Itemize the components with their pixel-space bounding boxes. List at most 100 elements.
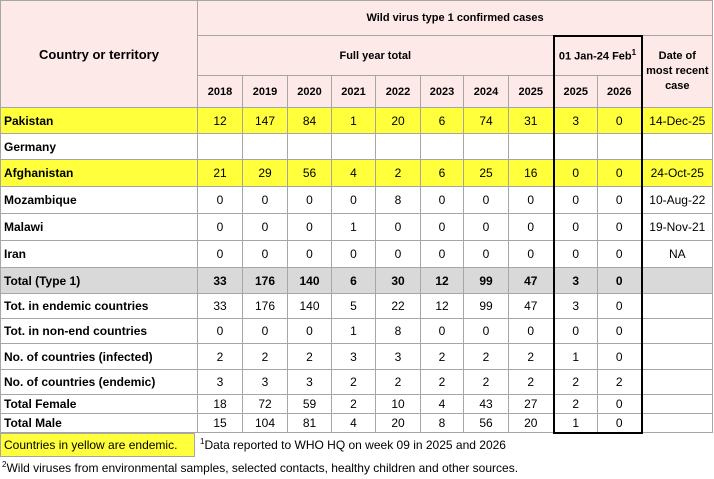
value-cell: 0 [463,318,509,344]
value-cell: 72 [242,394,288,414]
value-cell: 147 [242,107,288,134]
value-cell: 12 [420,267,464,294]
value-cell: 0 [375,240,421,268]
year-cell: 2018 [197,75,243,108]
date-cell: 14-Dec-25 [640,107,714,134]
value-cell: 8 [420,413,464,433]
value-cell: 8 [375,186,421,214]
value-cell: 10 [375,394,421,414]
footnote-text: Data reported to WHO HQ on week 09 in 20… [204,438,506,452]
header-row: Country or territory Wild virus type 1 co… [0,0,714,108]
footnote-2: 2Wild viruses from environmental samples… [2,460,518,475]
table-row: Total (Type 1) 33 176 140 6 30 12 99 47 3 0 [0,267,714,294]
value-cell: 29 [242,159,288,187]
value-cell: 0 [287,213,332,241]
value-cell: 0 [597,413,643,434]
value-cell: 1 [331,318,376,344]
value-cell: 0 [508,186,554,214]
value-cell: 2 [597,369,643,395]
value-cell [197,133,243,160]
value-cell: 0 [420,186,464,214]
value-cell: 56 [287,159,332,187]
value-cell: 99 [463,267,509,294]
value-cell: 3 [197,369,243,395]
row-name: No. of countries (infected) [0,343,198,370]
value-cell: 0 [597,186,643,214]
value-cell: 3 [242,369,288,395]
value-cell: 0 [331,240,376,268]
header-cell: 01 Jan-24 Feb1 [552,34,643,76]
value-cell: 3 [552,267,598,294]
value-cell: 2 [331,369,376,395]
value-cell: 2 [375,159,421,187]
date-cell [640,413,714,433]
value-cell: 140 [287,267,332,294]
value-cell: 4 [331,159,376,187]
value-cell: 31 [508,107,554,134]
value-cell: 0 [508,318,554,344]
value-cell: 2 [331,394,376,414]
value-cell: 59 [287,394,332,414]
value-cell: 0 [420,318,464,344]
value-cell [375,133,421,160]
value-cell: 2 [463,369,509,395]
table-row: No. of countries (infected) 2 2 2 3 3 2 2 2 1 0 [0,343,714,370]
value-cell: 0 [597,240,643,268]
value-cell: 0 [597,293,643,319]
value-cell: 0 [597,267,643,294]
value-cell: 12 [420,293,464,319]
value-cell: 0 [597,213,643,241]
value-cell: 0 [508,240,554,268]
value-cell: 8 [375,318,421,344]
footnote-marker: 2 [2,460,7,469]
cases-table: Country or territory Wild virus type 1 co… [0,0,714,434]
date-cell [640,343,714,370]
row-name: Tot. in endemic countries [0,293,198,319]
row-name: Total Female [0,394,198,414]
value-cell [508,133,554,160]
year-cell: 2020 [287,75,332,108]
value-cell: 1 [331,213,376,241]
value-cell: 1 [552,343,598,370]
year-cell: 2025 [552,75,598,108]
date-cell [640,133,714,160]
value-cell: 2 [552,369,598,395]
row-name: Iran [0,240,198,268]
row-name: Total (Type 1) [0,267,198,294]
value-cell: 30 [375,267,421,294]
value-cell: 0 [197,186,243,214]
row-name: Pakistan [0,107,198,134]
value-cell: 74 [463,107,509,134]
table-row: Pakistan 12 147 84 1 20 6 74 31 3 0 14-Dec-25 [0,107,714,134]
value-cell: 2 [375,369,421,395]
legend: Countries in yellow are endemic. [0,433,195,457]
value-cell: 99 [463,293,509,319]
year-cell: 2024 [463,75,509,108]
value-cell: 2 [420,369,464,395]
value-cell: 2 [508,343,554,370]
value-cell: 0 [552,240,598,268]
table-row: Mozambique 0 0 0 0 8 0 0 0 0 0 10-Aug-22 [0,186,714,214]
value-cell: 0 [375,213,421,241]
value-cell: 0 [331,186,376,214]
value-cell: 2 [420,343,464,370]
year-cell: 2021 [331,75,376,108]
value-cell: 0 [552,159,598,187]
value-cell: 176 [242,293,288,319]
footnote-marker: 1 [631,48,637,58]
value-cell [552,133,598,160]
value-cell: 176 [242,267,288,294]
value-cell: 1 [331,107,376,134]
row-name: Tot. in non-end countries [0,318,198,344]
row-name: Total Male [0,413,198,433]
value-cell: 25 [463,159,509,187]
value-cell: 0 [597,343,643,370]
value-cell [242,133,288,160]
value-cell: 0 [552,213,598,241]
value-cell: 0 [197,318,243,344]
value-cell: 20 [508,413,554,433]
table-row: Germany [0,133,714,160]
value-cell: 6 [331,267,376,294]
date-cell: 10-Aug-22 [640,186,714,214]
